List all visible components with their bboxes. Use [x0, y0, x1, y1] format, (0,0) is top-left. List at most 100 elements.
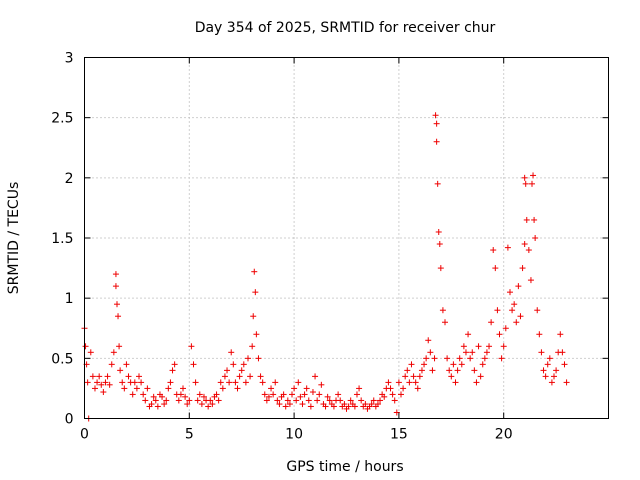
data-point — [144, 385, 151, 392]
x-axis-label: GPS time / hours — [286, 459, 403, 475]
data-point — [559, 349, 566, 356]
data-point — [251, 268, 258, 275]
data-point — [324, 393, 331, 400]
data-point — [548, 379, 555, 386]
data-point — [387, 385, 394, 392]
data-point — [163, 397, 170, 404]
data-point — [509, 307, 516, 314]
data-point — [186, 397, 193, 404]
data-point — [98, 381, 105, 388]
data-point — [374, 401, 381, 408]
data-point — [274, 397, 281, 404]
data-point — [465, 331, 472, 338]
data-point — [250, 313, 257, 320]
data-point — [175, 397, 182, 404]
data-point — [192, 379, 199, 386]
data-point — [221, 373, 228, 380]
data-point — [481, 355, 488, 362]
data-point — [167, 379, 174, 386]
data-point — [180, 385, 187, 392]
data-point — [513, 319, 520, 326]
data-point — [435, 228, 442, 235]
data-point — [473, 379, 480, 386]
data-point — [492, 265, 499, 272]
data-point — [116, 343, 123, 350]
data-point — [94, 379, 101, 386]
data-point — [356, 385, 363, 392]
data-point — [280, 391, 287, 398]
data-point — [255, 355, 262, 362]
data-point — [477, 373, 484, 380]
data-point — [446, 367, 453, 374]
data-point — [408, 361, 415, 368]
data-point — [538, 349, 545, 356]
data-point — [196, 391, 203, 398]
data-point — [479, 361, 486, 368]
data-point — [263, 397, 270, 404]
x-tick-label: 15 — [390, 427, 408, 443]
data-point — [238, 367, 245, 374]
data-point — [504, 244, 511, 251]
data-point — [433, 138, 440, 145]
data-point — [488, 319, 495, 326]
data-point — [418, 367, 425, 374]
data-point — [282, 403, 289, 410]
data-point — [112, 271, 119, 278]
data-point — [534, 307, 541, 314]
data-point — [381, 393, 388, 400]
data-point — [190, 361, 197, 368]
data-point — [96, 373, 103, 380]
data-point — [303, 385, 310, 392]
data-point — [152, 397, 159, 404]
data-point — [276, 401, 283, 408]
data-point — [307, 403, 314, 410]
data-point — [519, 265, 526, 272]
data-point — [450, 361, 457, 368]
data-point — [341, 401, 348, 408]
data-point — [432, 112, 439, 119]
data-point — [444, 355, 451, 362]
data-point — [135, 373, 142, 380]
data-point — [389, 391, 396, 398]
data-point — [416, 373, 423, 380]
data-point — [406, 379, 413, 386]
data-point — [436, 241, 443, 248]
data-point — [393, 409, 400, 416]
data-point — [546, 355, 553, 362]
data-point — [226, 379, 233, 386]
data-point — [494, 307, 501, 314]
data-point — [91, 385, 98, 392]
data-point — [309, 389, 316, 396]
data-point — [433, 120, 440, 127]
data-point — [410, 373, 417, 380]
data-point — [89, 373, 96, 380]
data-point — [165, 385, 172, 392]
data-point — [150, 393, 157, 400]
data-point — [561, 361, 568, 368]
data-point — [404, 367, 411, 374]
data-point — [194, 397, 201, 404]
data-point — [521, 241, 528, 248]
data-point — [511, 301, 518, 308]
data-point — [121, 385, 128, 392]
data-point — [454, 367, 461, 374]
data-point — [377, 397, 384, 404]
data-point — [100, 389, 107, 396]
data-points — [81, 112, 570, 422]
data-point — [205, 403, 212, 410]
data-point — [391, 397, 398, 404]
data-point — [289, 391, 296, 398]
data-point — [215, 397, 222, 404]
data-point — [257, 373, 264, 380]
data-point — [259, 379, 266, 386]
data-point — [240, 361, 247, 368]
data-point — [198, 401, 205, 408]
data-point — [347, 397, 354, 404]
data-point — [291, 385, 298, 392]
data-point — [528, 180, 535, 187]
data-point — [551, 373, 558, 380]
data-point — [353, 391, 360, 398]
data-point — [385, 379, 392, 386]
data-point — [148, 401, 155, 408]
data-point — [452, 379, 459, 386]
